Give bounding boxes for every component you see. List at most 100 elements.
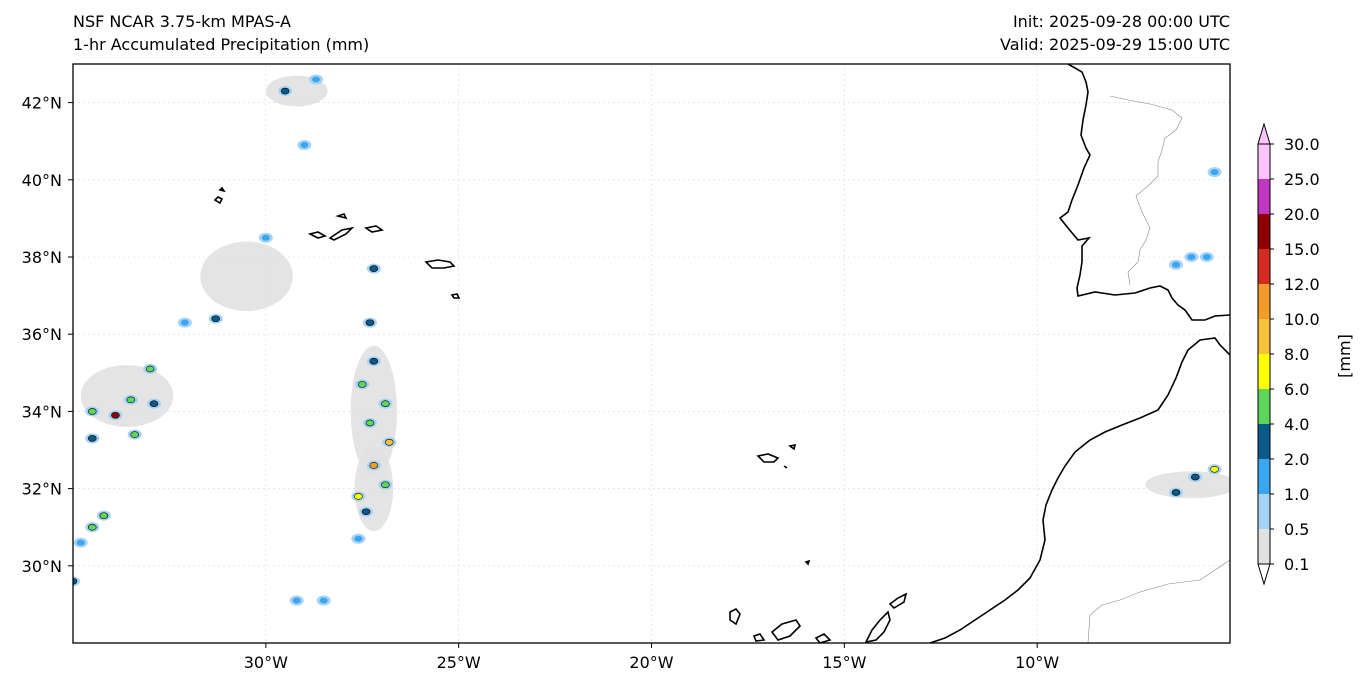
colorbar-segment	[1258, 249, 1270, 284]
precip-cell	[149, 400, 159, 407]
precip-cell	[261, 234, 270, 241]
colorbar-tick-label: 4.0	[1284, 415, 1309, 434]
init-time: Init: 2025-09-28 00:00 UTC	[1012, 12, 1230, 31]
colorbar-segment	[1258, 144, 1270, 179]
colorbar-tick-label: 25.0	[1284, 170, 1320, 189]
colorbar-max-extension	[1257, 122, 1271, 145]
lat-tick-label: 36°N	[22, 325, 62, 344]
precip-cell	[1172, 261, 1181, 268]
lon-tick-label: 15°W	[822, 653, 866, 672]
precip-cell	[1210, 169, 1219, 176]
precip-cell	[99, 512, 109, 519]
precip-cell	[87, 435, 97, 442]
island-gran-canaria	[814, 633, 832, 643]
island-tenerife	[770, 619, 802, 641]
field-title: 1-hr Accumulated Precipitation (mm)	[73, 35, 370, 54]
lon-tick-label: 10°W	[1015, 653, 1059, 672]
precip-cell	[365, 419, 375, 427]
island-sao-miguel	[424, 259, 456, 269]
precip-cell	[292, 597, 301, 604]
precip-cell	[145, 365, 155, 373]
colorbar-tick-label: 20.0	[1284, 205, 1320, 224]
colorbar-tick-label: 8.0	[1284, 345, 1309, 364]
lat-tick-label: 42°N	[22, 94, 62, 113]
colorbar-segment	[1258, 284, 1270, 319]
precip-cell	[1187, 254, 1196, 260]
colorbar-tick-label: 0.1	[1284, 555, 1309, 574]
colorbar-tick-label: 0.5	[1284, 520, 1309, 539]
colorbar-segment	[1258, 424, 1270, 459]
colorbar-tick-label: 6.0	[1284, 380, 1309, 399]
gridlines	[73, 64, 1230, 643]
colorbar-segment	[1258, 214, 1270, 249]
precip-cell	[365, 319, 375, 326]
lon-tick-label: 30°W	[244, 653, 288, 672]
colorbar-tick-label: 2.0	[1284, 450, 1309, 469]
precip-cell	[1190, 473, 1200, 481]
precip-cell	[369, 462, 379, 469]
lat-tick-label: 40°N	[22, 171, 62, 190]
island-santa-maria	[450, 293, 461, 299]
island-fuerteventura	[864, 592, 908, 643]
precip-cell	[300, 142, 309, 149]
precip-cell	[1171, 489, 1181, 496]
coastlines	[213, 64, 1230, 643]
lon-tick-label: 25°W	[437, 653, 481, 672]
colorbar-segment	[1258, 389, 1270, 424]
precip-cell	[357, 381, 367, 388]
colorbar-min-extension	[1257, 563, 1271, 586]
light-precip-area	[1145, 471, 1230, 499]
colorbar-segment	[1258, 529, 1270, 564]
precip-cell	[130, 431, 140, 438]
colorbar-segment	[1258, 319, 1270, 354]
precip-cell	[319, 597, 328, 604]
precip-cell	[311, 76, 320, 83]
iberia-coast	[1058, 64, 1230, 321]
colorbar-segment	[1258, 179, 1270, 214]
model-title: NSF NCAR 3.75-km MPAS-A	[73, 12, 291, 31]
island-canaries-west	[729, 607, 766, 642]
colorbar-tick-label: 12.0	[1284, 275, 1320, 294]
colorbar-unit-label: [mm]	[1335, 334, 1354, 378]
lon-tick-label: 20°W	[629, 653, 673, 672]
borders	[1087, 95, 1230, 643]
precip-cell	[381, 400, 390, 407]
colorbar-segment	[1258, 459, 1270, 494]
lat-tick-label: 34°N	[22, 402, 62, 421]
colorbar-tick-label: 30.0	[1284, 135, 1320, 154]
island-savage	[804, 559, 811, 566]
precip-cell	[354, 493, 363, 500]
precip-cell	[381, 481, 390, 489]
precip-cell	[87, 523, 97, 531]
colorbar: 0.1 0.5 1.0 2.0 4.0 6.0 8.0 10.0 12.0 15.0 20.0 25.…	[1257, 122, 1320, 586]
precip-cell	[111, 411, 120, 419]
island-azores-central	[307, 213, 385, 241]
precip-cell	[211, 315, 220, 323]
colorbar-tick-label: 10.0	[1284, 310, 1320, 329]
precip-cell	[126, 396, 136, 404]
precip-cell	[180, 319, 189, 326]
lon-axis: 30°W 25°W 20°W 15°W 10°W	[244, 643, 1059, 672]
lat-tick-label: 32°N	[22, 480, 62, 499]
precip-cell	[361, 508, 371, 516]
lat-tick-label: 30°N	[22, 557, 62, 576]
precip-cell	[369, 357, 379, 365]
island-azores-flores	[213, 186, 226, 205]
lat-axis: 42°N 40°N 38°N 36°N 34°N 32°N 30°N	[22, 94, 73, 576]
precip-cell	[76, 539, 85, 546]
portugal-spain-border	[1109, 95, 1183, 286]
precip-cell	[384, 438, 394, 446]
colorbar-segment	[1258, 494, 1270, 529]
lat-tick-label: 38°N	[22, 248, 62, 267]
precip-cell	[87, 408, 97, 415]
precip-cell	[1210, 465, 1219, 473]
island-madeira	[756, 443, 797, 469]
precip-cell	[369, 265, 379, 272]
light-precip-area	[200, 241, 293, 312]
morocco-border	[1087, 559, 1230, 643]
precip-cell	[1202, 254, 1211, 260]
valid-time: Valid: 2025-09-29 15:00 UTC	[999, 35, 1230, 54]
precip-cell	[280, 87, 290, 95]
colorbar-segment	[1258, 354, 1270, 389]
